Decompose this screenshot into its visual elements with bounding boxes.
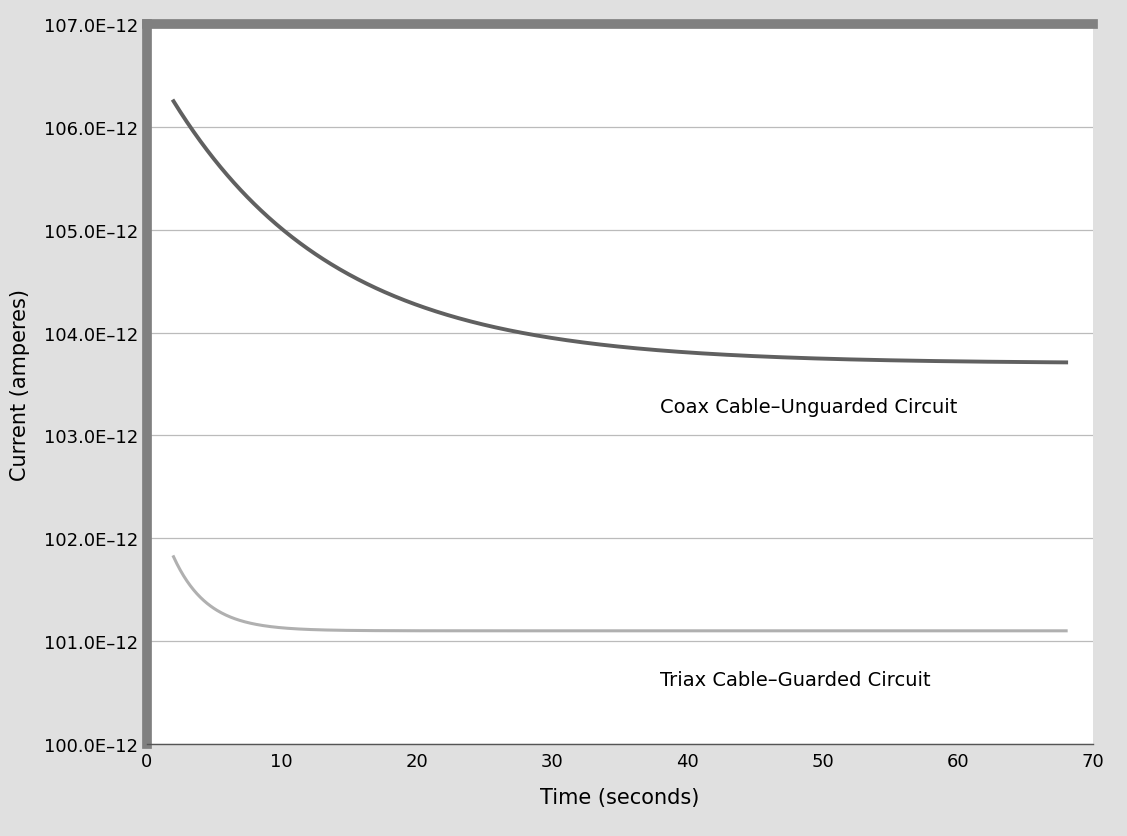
Y-axis label: Current (amperes): Current (amperes) bbox=[10, 288, 30, 481]
Text: Triax Cable–Guarded Circuit: Triax Cable–Guarded Circuit bbox=[660, 670, 931, 689]
X-axis label: Time (seconds): Time (seconds) bbox=[540, 787, 700, 807]
Text: Coax Cable–Unguarded Circuit: Coax Cable–Unguarded Circuit bbox=[660, 397, 958, 416]
